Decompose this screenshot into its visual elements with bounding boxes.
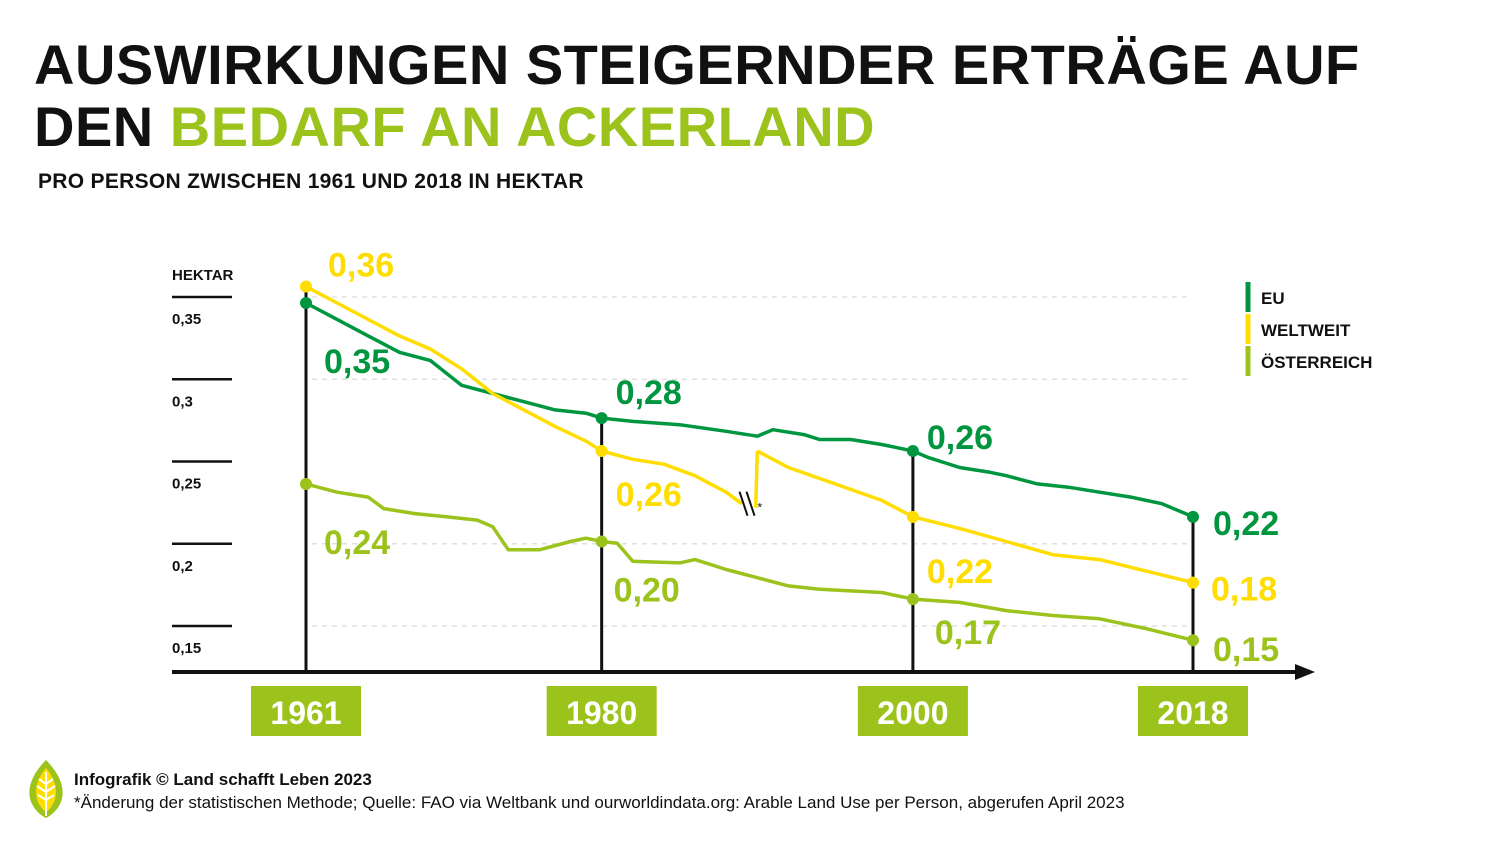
page-subtitle: PRO PERSON ZWISCHEN 1961 UND 2018 IN HEK… bbox=[38, 170, 584, 193]
series-line bbox=[753, 451, 760, 508]
method-change-asterisk: * bbox=[758, 501, 763, 515]
data-value-label: 0,18 bbox=[1211, 571, 1277, 609]
data-value-label: 0,20 bbox=[614, 572, 680, 610]
year-label: 1980 bbox=[566, 695, 637, 731]
data-point bbox=[595, 412, 608, 425]
year-label-box bbox=[546, 686, 657, 736]
footer: Infografik © Land schafft Leben 2023 *Än… bbox=[74, 768, 1125, 814]
data-value-label: 0,36 bbox=[328, 247, 394, 285]
method-break-mark bbox=[738, 491, 749, 517]
series-line bbox=[305, 301, 1194, 519]
x-axis-arrow-icon bbox=[1295, 664, 1315, 680]
data-point bbox=[595, 445, 608, 458]
y-tick-label: 0,25 bbox=[172, 476, 201, 493]
data-point bbox=[906, 593, 919, 606]
data-value-label: 0,22 bbox=[927, 553, 993, 591]
data-value-label: 0,28 bbox=[616, 374, 682, 412]
legend-entry: WELTWEIT bbox=[1261, 321, 1351, 340]
data-value-label: 0,15 bbox=[1213, 631, 1279, 669]
y-tick-label: 0,35 bbox=[172, 311, 201, 328]
legend-entry: ÖSTERREICH bbox=[1261, 353, 1372, 372]
y-tick-label: 0,3 bbox=[172, 393, 193, 410]
legend-entry: EU bbox=[1261, 289, 1285, 308]
year-label-box bbox=[857, 686, 968, 736]
footer-credit: Infografik © Land schafft Leben 2023 bbox=[74, 770, 372, 789]
data-value-label: 0,24 bbox=[324, 524, 390, 562]
series-line bbox=[305, 482, 1194, 642]
data-value-label: 0,26 bbox=[927, 419, 993, 457]
data-point bbox=[906, 445, 919, 458]
data-point bbox=[300, 280, 312, 293]
method-break-mark bbox=[745, 491, 756, 517]
y-tick-label: 0,15 bbox=[172, 640, 201, 657]
data-value-label: 0,35 bbox=[324, 343, 390, 381]
data-point bbox=[595, 535, 608, 548]
data-point bbox=[300, 477, 312, 490]
data-value-label: 0,26 bbox=[616, 476, 682, 514]
year-label-box bbox=[251, 686, 361, 736]
title-line-2-plain: DEN bbox=[34, 95, 154, 158]
series-line bbox=[756, 449, 1194, 585]
page-title: AUSWIRKUNGEN STEIGERNDER ERTRÄGE AUF DEN… bbox=[34, 34, 1360, 158]
data-point bbox=[906, 510, 919, 523]
data-point bbox=[1187, 576, 1199, 589]
data-point bbox=[300, 297, 312, 309]
year-label: 1961 bbox=[270, 695, 341, 731]
data-point bbox=[1187, 510, 1199, 523]
data-point bbox=[1187, 634, 1199, 647]
data-value-label: 0,22 bbox=[1213, 505, 1279, 543]
y-tick-label: 0,2 bbox=[172, 558, 193, 575]
title-line-2-accent: BEDARF AN ACKERLAND bbox=[169, 95, 876, 158]
series-line bbox=[305, 285, 743, 506]
y-axis-label: HEKTAR bbox=[172, 267, 234, 284]
year-label: 2018 bbox=[1157, 695, 1228, 731]
footer-note: *Änderung der statistischen Methode; Que… bbox=[74, 793, 1125, 812]
year-label: 2000 bbox=[877, 695, 948, 731]
leaf-logo-icon bbox=[29, 760, 63, 818]
title-line-1: AUSWIRKUNGEN STEIGERNDER ERTRÄGE AUF bbox=[34, 33, 1360, 96]
data-value-label: 0,17 bbox=[935, 614, 1001, 652]
year-label-box bbox=[1138, 686, 1248, 736]
